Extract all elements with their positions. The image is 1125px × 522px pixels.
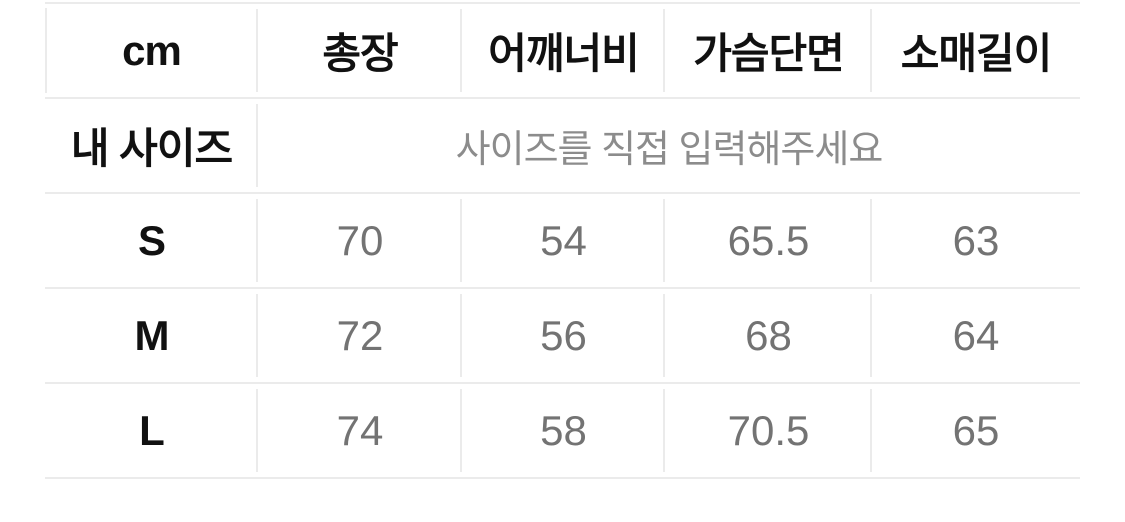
my-size-input-cell[interactable]: 사이즈를 직접 입력해주세요 xyxy=(455,129,884,171)
my-size-label-cell: 내 사이즈 xyxy=(45,99,258,192)
size-row-l: L 74 58 70.5 65 xyxy=(45,384,1080,479)
size-row-s: S 70 54 65.5 63 xyxy=(45,194,1080,289)
size-value-cell: 72 xyxy=(258,289,462,382)
size-label-cell: L xyxy=(45,384,258,477)
size-value-cell: 64 xyxy=(952,311,1000,359)
size-value-cell: 68 xyxy=(665,289,872,382)
size-table-header-row: cm 총장 어깨너비 가슴단면 소매길이 xyxy=(45,4,1080,99)
unit-header-cell: cm xyxy=(45,4,258,97)
size-value-cell: 65.5 xyxy=(665,194,872,287)
size-value-cell: 70.5 xyxy=(665,384,872,477)
size-value-cell: 65 xyxy=(952,406,1000,454)
size-value-cell: 63 xyxy=(952,216,1000,264)
col-header-total-length: 총장 xyxy=(258,4,462,97)
col-header-sleeve-length: 소매길이 xyxy=(900,30,1053,77)
col-header-chest-width: 가슴단면 xyxy=(665,4,872,97)
size-value-cell: 58 xyxy=(462,384,665,477)
my-size-row: 내 사이즈 사이즈를 직접 입력해주세요 xyxy=(45,99,1080,194)
size-value-cell: 56 xyxy=(462,289,665,382)
size-label-cell: S xyxy=(45,194,258,287)
size-value-cell: 70 xyxy=(258,194,462,287)
size-value-cell: 54 xyxy=(462,194,665,287)
size-chart-table: cm 총장 어깨너비 가슴단면 소매길이 내 사이즈 사이즈를 직접 입력해주세… xyxy=(45,2,1080,479)
size-value-cell: 74 xyxy=(258,384,462,477)
size-label-cell: M xyxy=(45,289,258,382)
size-row-m: M 72 56 68 64 xyxy=(45,289,1080,384)
col-header-shoulder-width: 어깨너비 xyxy=(462,4,665,97)
